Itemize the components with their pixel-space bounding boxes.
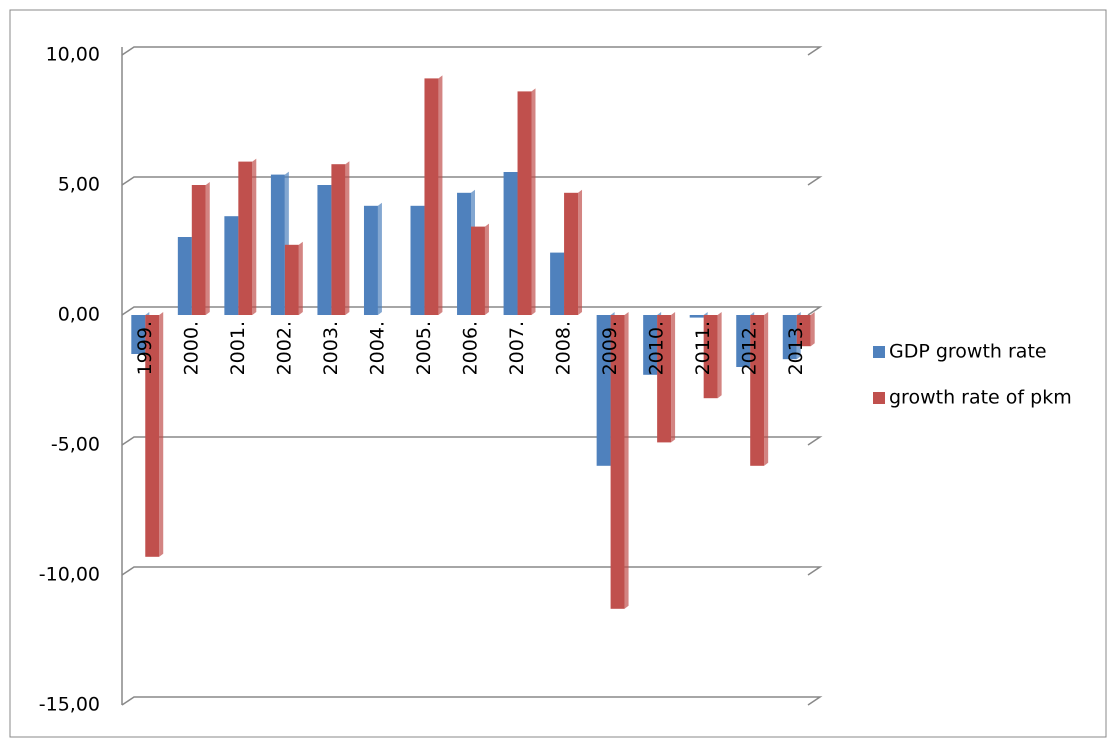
bar (517, 91, 532, 316)
grid-line (121, 566, 823, 576)
bar-side (764, 312, 769, 466)
x-tick-label: 2000. (180, 321, 202, 375)
grid-line (121, 696, 823, 706)
bar (689, 315, 704, 318)
bar-side (345, 161, 350, 315)
bar-side (252, 158, 257, 315)
bar (657, 315, 672, 443)
y-tick-label: 0,00 (58, 304, 100, 326)
grid-line (121, 436, 823, 446)
bar (238, 161, 253, 315)
bar-side (671, 312, 676, 443)
legend-label: GDP growth rate (889, 341, 1047, 363)
bar (457, 192, 471, 315)
bar (145, 315, 160, 557)
bar (191, 185, 206, 315)
bar (564, 192, 579, 315)
x-tick-label: 2005. (413, 321, 435, 375)
grid-line (121, 176, 823, 186)
bar (317, 185, 332, 315)
bar (596, 315, 611, 466)
bar-side (391, 312, 396, 315)
bar-side (810, 312, 815, 347)
bar-side (205, 182, 210, 315)
x-tick-label: 2009. (599, 321, 621, 375)
bar (736, 315, 751, 367)
bar (550, 252, 565, 315)
bar (177, 237, 192, 315)
x-tick-label: 2010. (646, 321, 668, 375)
x-tick-label: 1999. (134, 321, 156, 375)
bar (643, 315, 658, 375)
bar (284, 244, 299, 315)
bar-side (159, 312, 164, 557)
x-tick-label: 2011. (692, 321, 714, 375)
x-tick-label: 2013. (785, 321, 807, 375)
y-tick-label: -10,00 (39, 564, 100, 586)
bar-side (624, 312, 629, 609)
bar (270, 174, 285, 315)
x-tick-label: 2007. (506, 321, 528, 375)
bar (363, 205, 378, 315)
bar-side (578, 189, 583, 315)
y-tick-label: 10,00 (46, 44, 100, 66)
y-tick-label: -15,00 (39, 694, 100, 716)
bar (331, 164, 346, 315)
bar-side (438, 75, 443, 316)
bar (703, 315, 718, 399)
x-tick-label: 2006. (460, 321, 482, 375)
x-tick-label: 2004. (366, 321, 388, 375)
bar (424, 78, 439, 316)
x-tick-label: 2003. (320, 321, 342, 375)
bar-side (377, 202, 382, 315)
bar (131, 315, 146, 354)
bar-side (717, 312, 722, 399)
bar-side (484, 223, 489, 315)
legend-swatch (873, 346, 885, 358)
bar (224, 216, 239, 315)
bar-side (298, 241, 303, 315)
bar (796, 315, 811, 347)
y-tick-label: 5,00 (58, 174, 100, 196)
legend-label: growth rate of pkm (889, 387, 1072, 409)
x-tick-label: 2001. (227, 321, 249, 375)
legend-swatch (873, 392, 885, 404)
bar (410, 205, 425, 315)
y-tick-label: -5,00 (51, 434, 100, 456)
grid-line (121, 46, 823, 56)
bar-side (531, 88, 536, 316)
bar (471, 226, 485, 315)
x-tick-label: 2002. (273, 321, 295, 375)
x-tick-label: 2008. (553, 321, 575, 375)
bar (503, 172, 518, 315)
x-tick-label: 2012. (739, 321, 761, 375)
bar (750, 315, 765, 466)
bar (782, 315, 797, 360)
chart-border (9, 9, 1107, 738)
bar (610, 315, 625, 609)
